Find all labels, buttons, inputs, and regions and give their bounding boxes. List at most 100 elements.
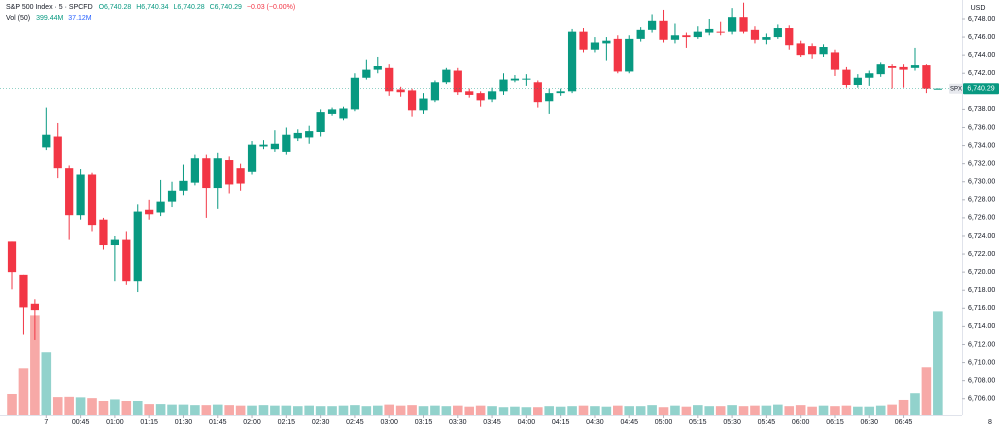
y-tick-label: 6,724.00 xyxy=(968,233,995,240)
candle-body xyxy=(53,136,62,169)
volume-bar xyxy=(395,405,406,415)
volume-bar xyxy=(647,405,657,415)
volume-bar xyxy=(795,405,806,415)
volume-bar xyxy=(567,406,577,415)
candle-body xyxy=(453,70,462,93)
candle-body xyxy=(499,79,508,92)
volume-bar xyxy=(75,397,86,415)
x-tick-label: 04:30 xyxy=(586,419,604,426)
x-tick-label: 02:45 xyxy=(346,419,364,426)
volume-bar xyxy=(807,406,817,415)
candle-body xyxy=(613,38,622,72)
x-tick-label: 06:00 xyxy=(792,419,810,426)
candle-body xyxy=(545,93,554,102)
candle-body xyxy=(830,52,840,70)
volume-bar xyxy=(658,407,669,415)
x-tick-label: 03:45 xyxy=(483,419,501,426)
candle-body xyxy=(156,201,165,213)
candle-body xyxy=(693,31,702,38)
candle-body xyxy=(65,168,74,216)
low-text: L6,740.28 xyxy=(174,4,205,11)
volume-bar xyxy=(555,406,566,415)
last-price-text: 6,740.29 xyxy=(967,86,994,93)
volume-bar xyxy=(407,405,417,415)
candle-body xyxy=(145,209,154,215)
volume-bar xyxy=(750,405,760,415)
x-tick-label: 7 xyxy=(44,419,48,426)
candle-body xyxy=(476,93,485,101)
x-tick-label: 01:30 xyxy=(175,419,193,426)
candle-body xyxy=(670,35,680,40)
candle-body xyxy=(87,174,97,226)
volume-bar xyxy=(853,406,863,415)
candle-body xyxy=(762,37,771,40)
volume-bar xyxy=(87,398,97,415)
volume-bar xyxy=(704,406,715,415)
candle-body xyxy=(282,134,291,152)
volume-bar xyxy=(578,405,589,415)
volume-bar xyxy=(235,405,246,415)
candle-body xyxy=(933,88,942,90)
last-price-badge xyxy=(963,83,999,95)
candle-body xyxy=(647,20,657,30)
volume-bar xyxy=(590,406,600,415)
candle-body xyxy=(419,98,428,111)
volume-value: 399.44M xyxy=(36,15,63,22)
volume-bar xyxy=(773,404,783,415)
candle-body xyxy=(305,131,314,138)
y-tick-label: 6,710.00 xyxy=(968,359,995,366)
candle-body xyxy=(922,65,931,89)
candle-body xyxy=(636,29,645,39)
volume-bar xyxy=(212,404,223,415)
volume-bar xyxy=(830,406,840,415)
candle-body xyxy=(785,28,794,46)
candle-body xyxy=(236,168,245,184)
candle-body xyxy=(888,66,897,68)
candle-body xyxy=(270,143,280,150)
y-tick-label: 6,722.00 xyxy=(968,251,995,258)
y-tick-label: 6,718.00 xyxy=(968,287,995,294)
volume-bar xyxy=(464,406,475,415)
candle-body xyxy=(385,67,394,92)
candle-body xyxy=(133,211,142,282)
volume-bar xyxy=(910,393,920,415)
candle-body xyxy=(202,158,211,189)
x-tick-label: 03:15 xyxy=(415,419,433,426)
y-tick-label: 6,736.00 xyxy=(968,124,995,131)
candle-body xyxy=(533,82,542,103)
x-tick-label: 06:30 xyxy=(860,419,878,426)
candle-body xyxy=(659,20,668,40)
y-tick-label: 6,726.00 xyxy=(968,215,995,222)
x-tick-label: 02:00 xyxy=(243,419,261,426)
volume-ma-value: 37.12M xyxy=(68,15,92,22)
candle-body xyxy=(42,134,51,148)
candle-body xyxy=(293,132,302,139)
candle-body xyxy=(396,89,405,93)
candle-body xyxy=(339,108,348,119)
volume-bar xyxy=(475,405,486,415)
candle-body xyxy=(910,65,920,68)
candle-body xyxy=(122,239,131,282)
x-tick-label: 06:15 xyxy=(826,419,844,426)
volume-bar xyxy=(521,407,532,415)
x-tick-label: 04:45 xyxy=(620,419,638,426)
x-tick-label: 04:15 xyxy=(552,419,570,426)
volume-bar xyxy=(898,399,909,415)
axes: 6,748.006,746.006,744.006,742.006,740.00… xyxy=(44,16,999,426)
candle-body xyxy=(19,274,28,308)
open-text: O6,740.28 xyxy=(99,4,132,11)
volume-bar xyxy=(30,315,40,415)
x-tick-label: 06:45 xyxy=(895,419,913,426)
change-text: −0.03 (−0.00%) xyxy=(247,4,295,11)
volume-bar xyxy=(818,405,829,415)
volume-bar xyxy=(841,405,852,415)
candle-body xyxy=(327,109,337,114)
volume-bar xyxy=(201,405,212,415)
candle-body xyxy=(179,180,188,191)
volume-bar xyxy=(372,405,383,415)
candle-body xyxy=(602,40,611,44)
candle-body xyxy=(442,69,451,83)
y-tick-label: 6,742.00 xyxy=(968,70,995,77)
candle-body xyxy=(750,29,760,40)
